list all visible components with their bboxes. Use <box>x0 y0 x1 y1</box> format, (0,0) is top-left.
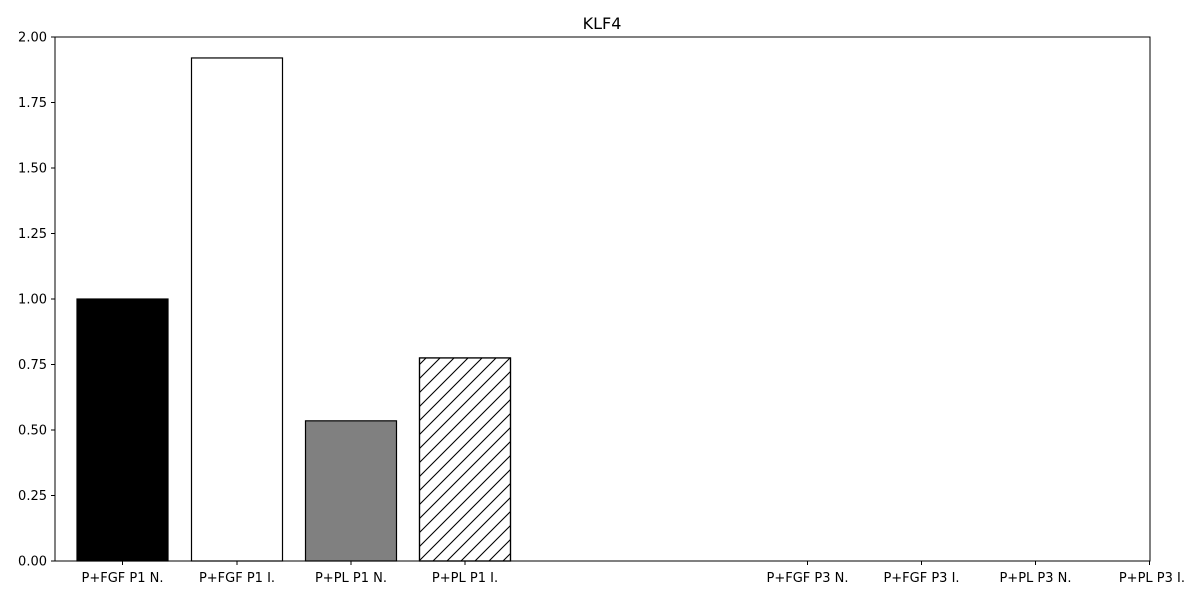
x-tick-label-5: P+FGF P3 N. <box>767 571 849 586</box>
x-axis: P+FGF P1 N. P+FGF P1 I. P+PL P1 N. P+PL P1 … <box>82 561 1185 586</box>
y-tick-label-2: 0.25 <box>18 489 47 504</box>
x-tick-label-8: P+PL P3 I. <box>1119 571 1185 586</box>
y-tick-label-1: 0.00 <box>18 555 47 570</box>
y-tick-label-4: 0.75 <box>18 358 47 373</box>
bar-2 <box>190 57 284 562</box>
y-tick-label-7: 1.50 <box>18 162 47 177</box>
y-tick-label-9: 2.00 <box>18 31 47 46</box>
bars-layer <box>76 57 512 562</box>
y-tick-label-3: 0.50 <box>18 424 47 439</box>
x-tick-label-3: P+PL P1 N. <box>315 571 387 586</box>
x-tick-label-6: P+FGF P3 I. <box>883 571 959 586</box>
x-tick-label-4: P+PL P1 I. <box>432 571 498 586</box>
x-tick-label-1: P+FGF P1 N. <box>82 571 164 586</box>
bar-3 <box>304 420 398 562</box>
y-axis: 0.00 0.25 0.50 0.75 1.00 1.25 1.50 1.75 2.00 <box>18 31 55 570</box>
bar-4-hatch <box>418 357 512 562</box>
y-tick-label-8: 1.75 <box>18 96 47 111</box>
y-tick-label-5: 1.00 <box>18 293 47 308</box>
x-tick-label-2: P+FGF P1 I. <box>199 571 275 586</box>
chart-title: KLF4 <box>583 14 622 33</box>
y-tick-label-6: 1.25 <box>18 227 47 242</box>
bar-1 <box>76 298 169 562</box>
x-tick-label-7: P+PL P3 N. <box>999 571 1071 586</box>
